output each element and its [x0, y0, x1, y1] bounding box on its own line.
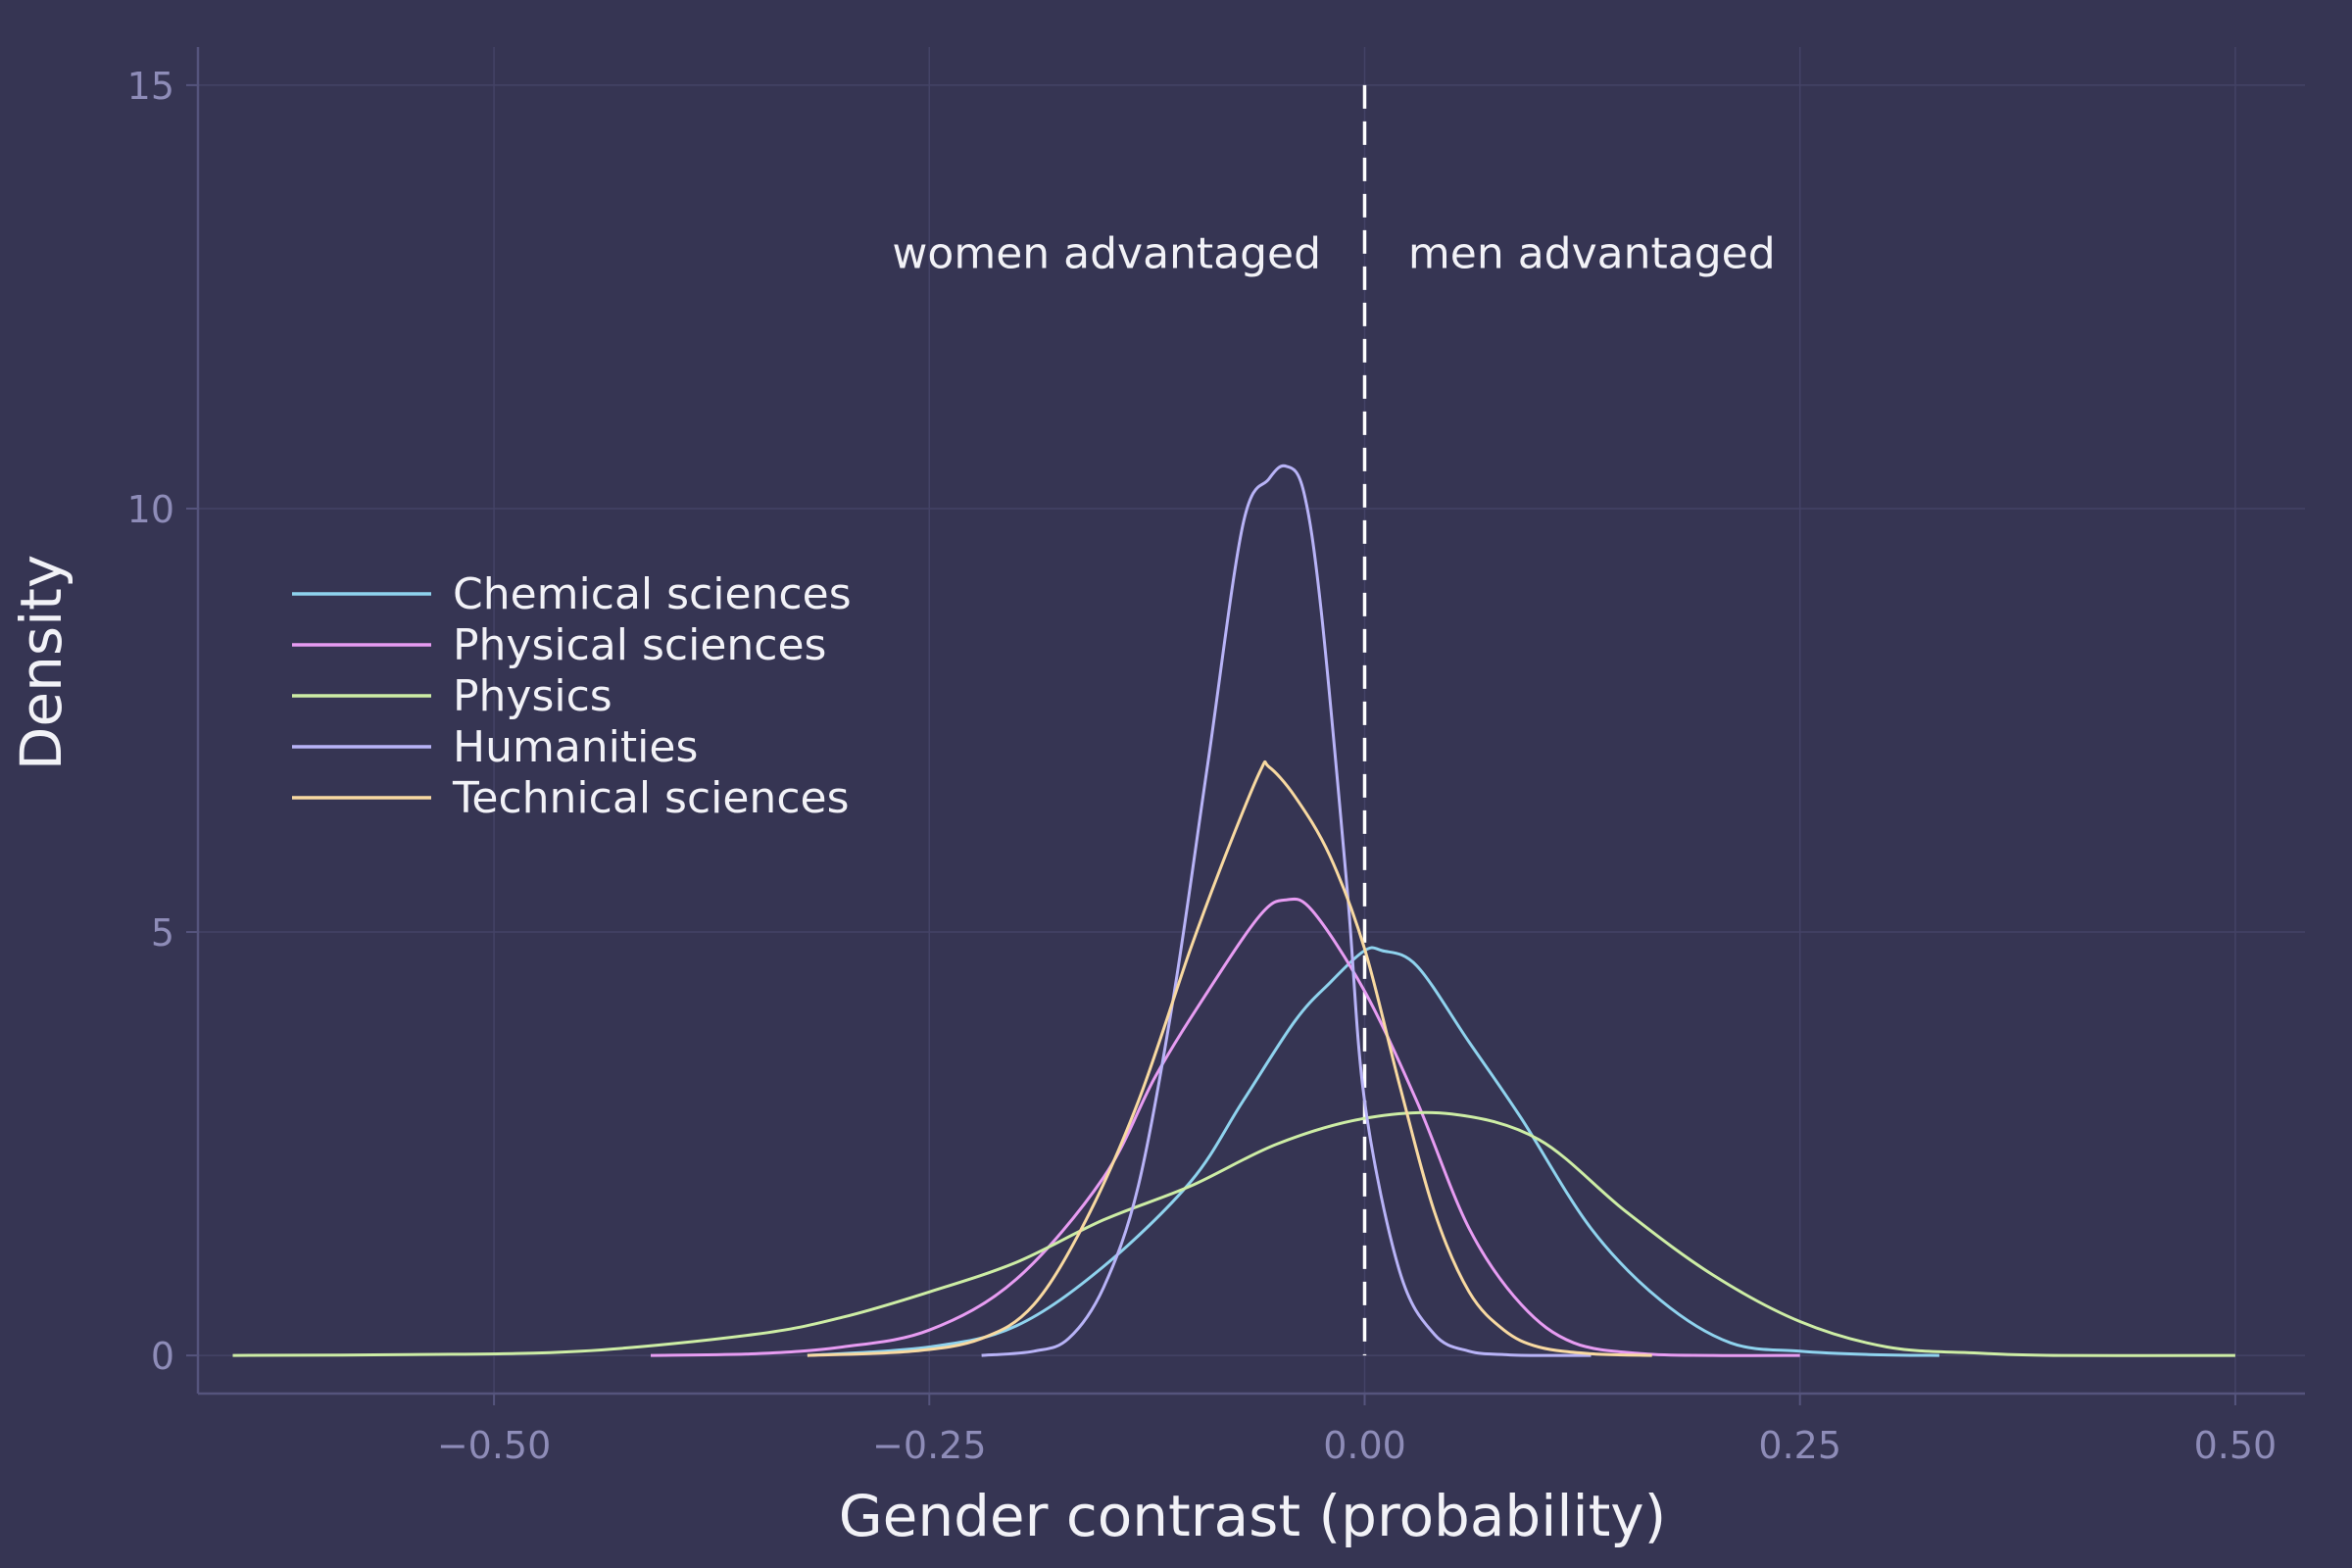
legend-label-technical-sciences: Technical sciences	[452, 773, 850, 823]
series-line-humanities	[981, 464, 1592, 1357]
axes: −0.50 −0.25 0.00 0.25 0.50 0 5 10 15	[127, 47, 2305, 1467]
legend-label-physical-sciences: Physical sciences	[453, 620, 826, 670]
legend-label-humanities: Humanities	[453, 722, 698, 772]
y-tick-label: 15	[127, 65, 174, 108]
legend-label-chemical-sciences: Chemical sciences	[453, 569, 852, 619]
y-tick-label: 5	[151, 911, 174, 955]
series-group	[232, 464, 2235, 1357]
y-axis-title: Density	[8, 555, 74, 771]
legend-label-physics: Physics	[453, 671, 612, 721]
x-tick-label: 0.50	[2194, 1424, 2278, 1467]
series-line-physical-sciences	[650, 897, 1800, 1357]
y-tick-label: 0	[151, 1335, 174, 1378]
y-tick-label: 10	[127, 488, 174, 531]
annotation-women-advantaged: women advantaged	[892, 229, 1321, 279]
x-tick-label: −0.25	[872, 1424, 986, 1467]
x-tick-label: −0.50	[437, 1424, 551, 1467]
series-line-chemical-sciences	[807, 946, 1939, 1357]
series-line-physics	[232, 1110, 2235, 1357]
x-tick-label: 0.25	[1758, 1424, 1841, 1467]
annotations: women advantaged men advantaged	[892, 229, 1775, 279]
annotation-men-advantaged: men advantaged	[1408, 229, 1776, 279]
series-line-technical-sciences	[807, 760, 1652, 1357]
x-tick-label: 0.00	[1323, 1424, 1406, 1467]
x-axis-title: Gender contrast (probability)	[839, 1483, 1667, 1549]
